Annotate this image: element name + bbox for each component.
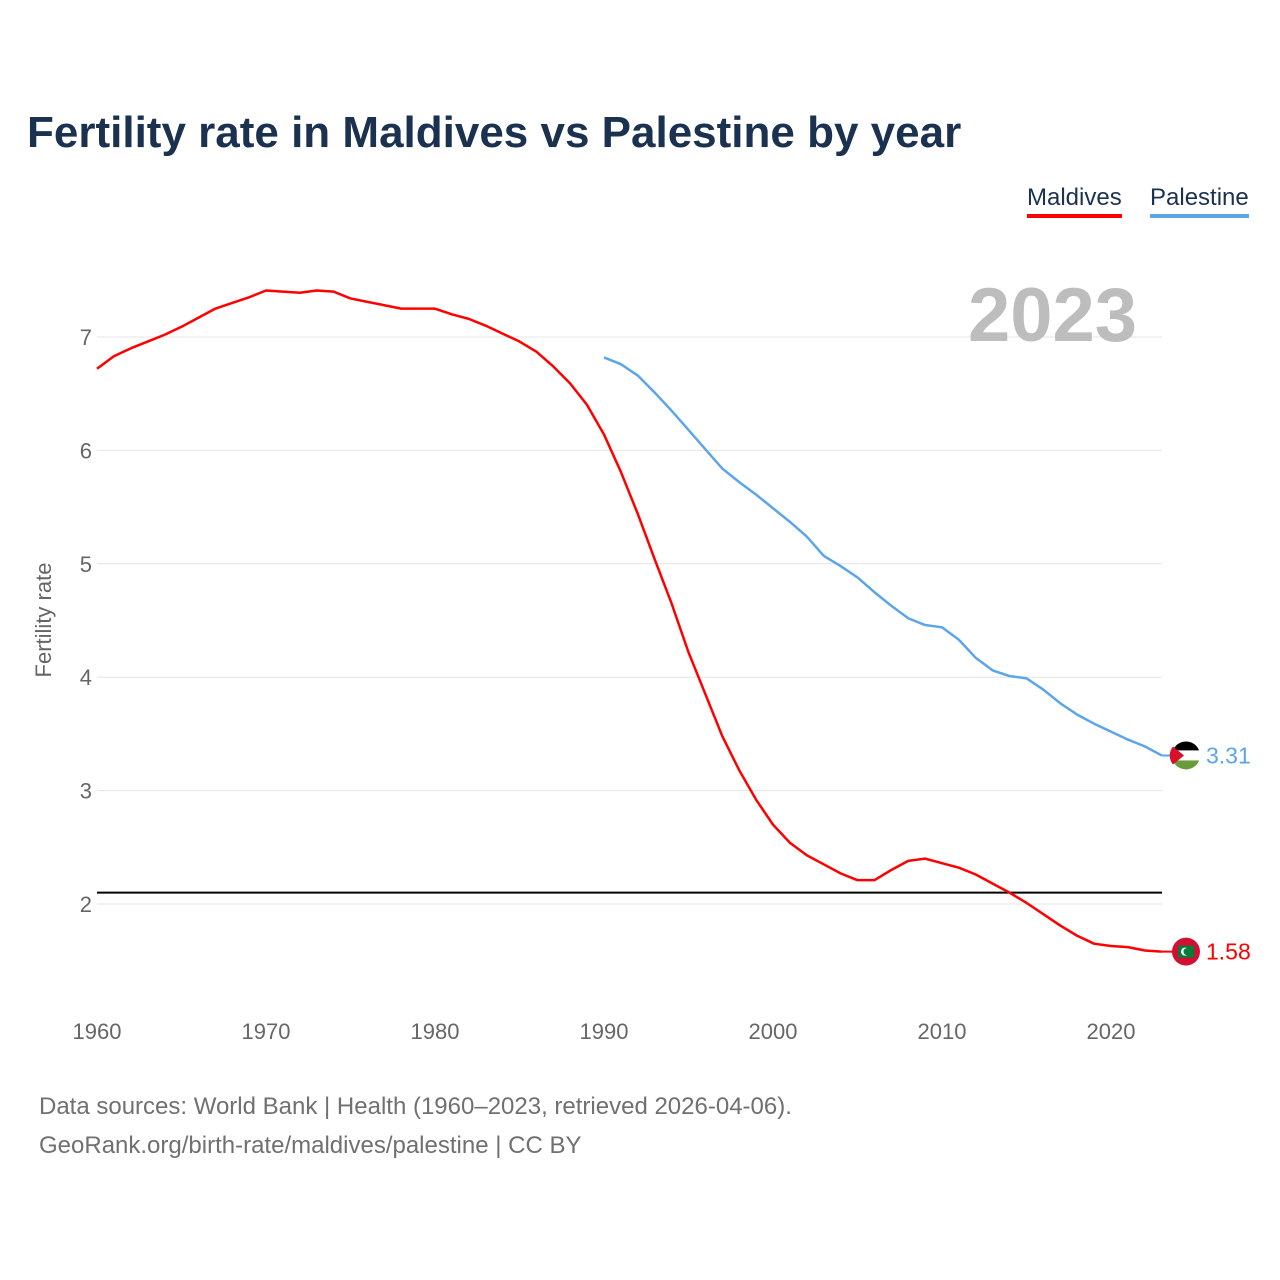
source-line-2[interactable]: GeoRank.org/birth-rate/maldives/palestin… <box>39 1132 582 1159</box>
y-tick-label: 7 <box>80 325 92 350</box>
legend-palestine[interactable]: Palestine <box>1150 184 1249 218</box>
chart-title: Fertility rate in Maldives vs Palestine … <box>27 108 962 157</box>
series-line-maldives <box>96 289 1162 953</box>
end-value-label: 1.58 <box>1206 939 1251 965</box>
x-tick-label: 1970 <box>242 1019 291 1044</box>
y-tick-label: 2 <box>80 892 92 917</box>
flag-stripe <box>1172 750 1200 761</box>
y-tick-label: 4 <box>80 665 92 690</box>
y-tick-label: 5 <box>80 552 92 577</box>
source-line-1: Data sources: World Bank | Health (1960–… <box>39 1093 792 1120</box>
x-tick-label: 2010 <box>918 1019 967 1044</box>
x-tick-label: 1960 <box>73 1019 122 1044</box>
legend-maldives[interactable]: Maldives <box>1027 184 1122 218</box>
series-line-palestine <box>603 356 1163 757</box>
end-value-label: 3.31 <box>1206 742 1251 768</box>
source-note: Data sources: World Bank | Health (1960–… <box>39 1087 792 1165</box>
x-tick-label: 2020 <box>1087 1019 1136 1044</box>
year-label: 2023 <box>968 273 1138 358</box>
flag-triangle <box>1169 746 1184 765</box>
y-axis-label: Fertility rate <box>31 563 56 678</box>
x-tick-label: 2000 <box>749 1019 798 1044</box>
x-tick-label: 1990 <box>580 1019 629 1044</box>
y-tick-label: 3 <box>80 779 92 804</box>
x-tick-label: 1980 <box>411 1019 460 1044</box>
y-tick-label: 6 <box>80 438 92 463</box>
flag-crescent <box>1183 948 1191 956</box>
